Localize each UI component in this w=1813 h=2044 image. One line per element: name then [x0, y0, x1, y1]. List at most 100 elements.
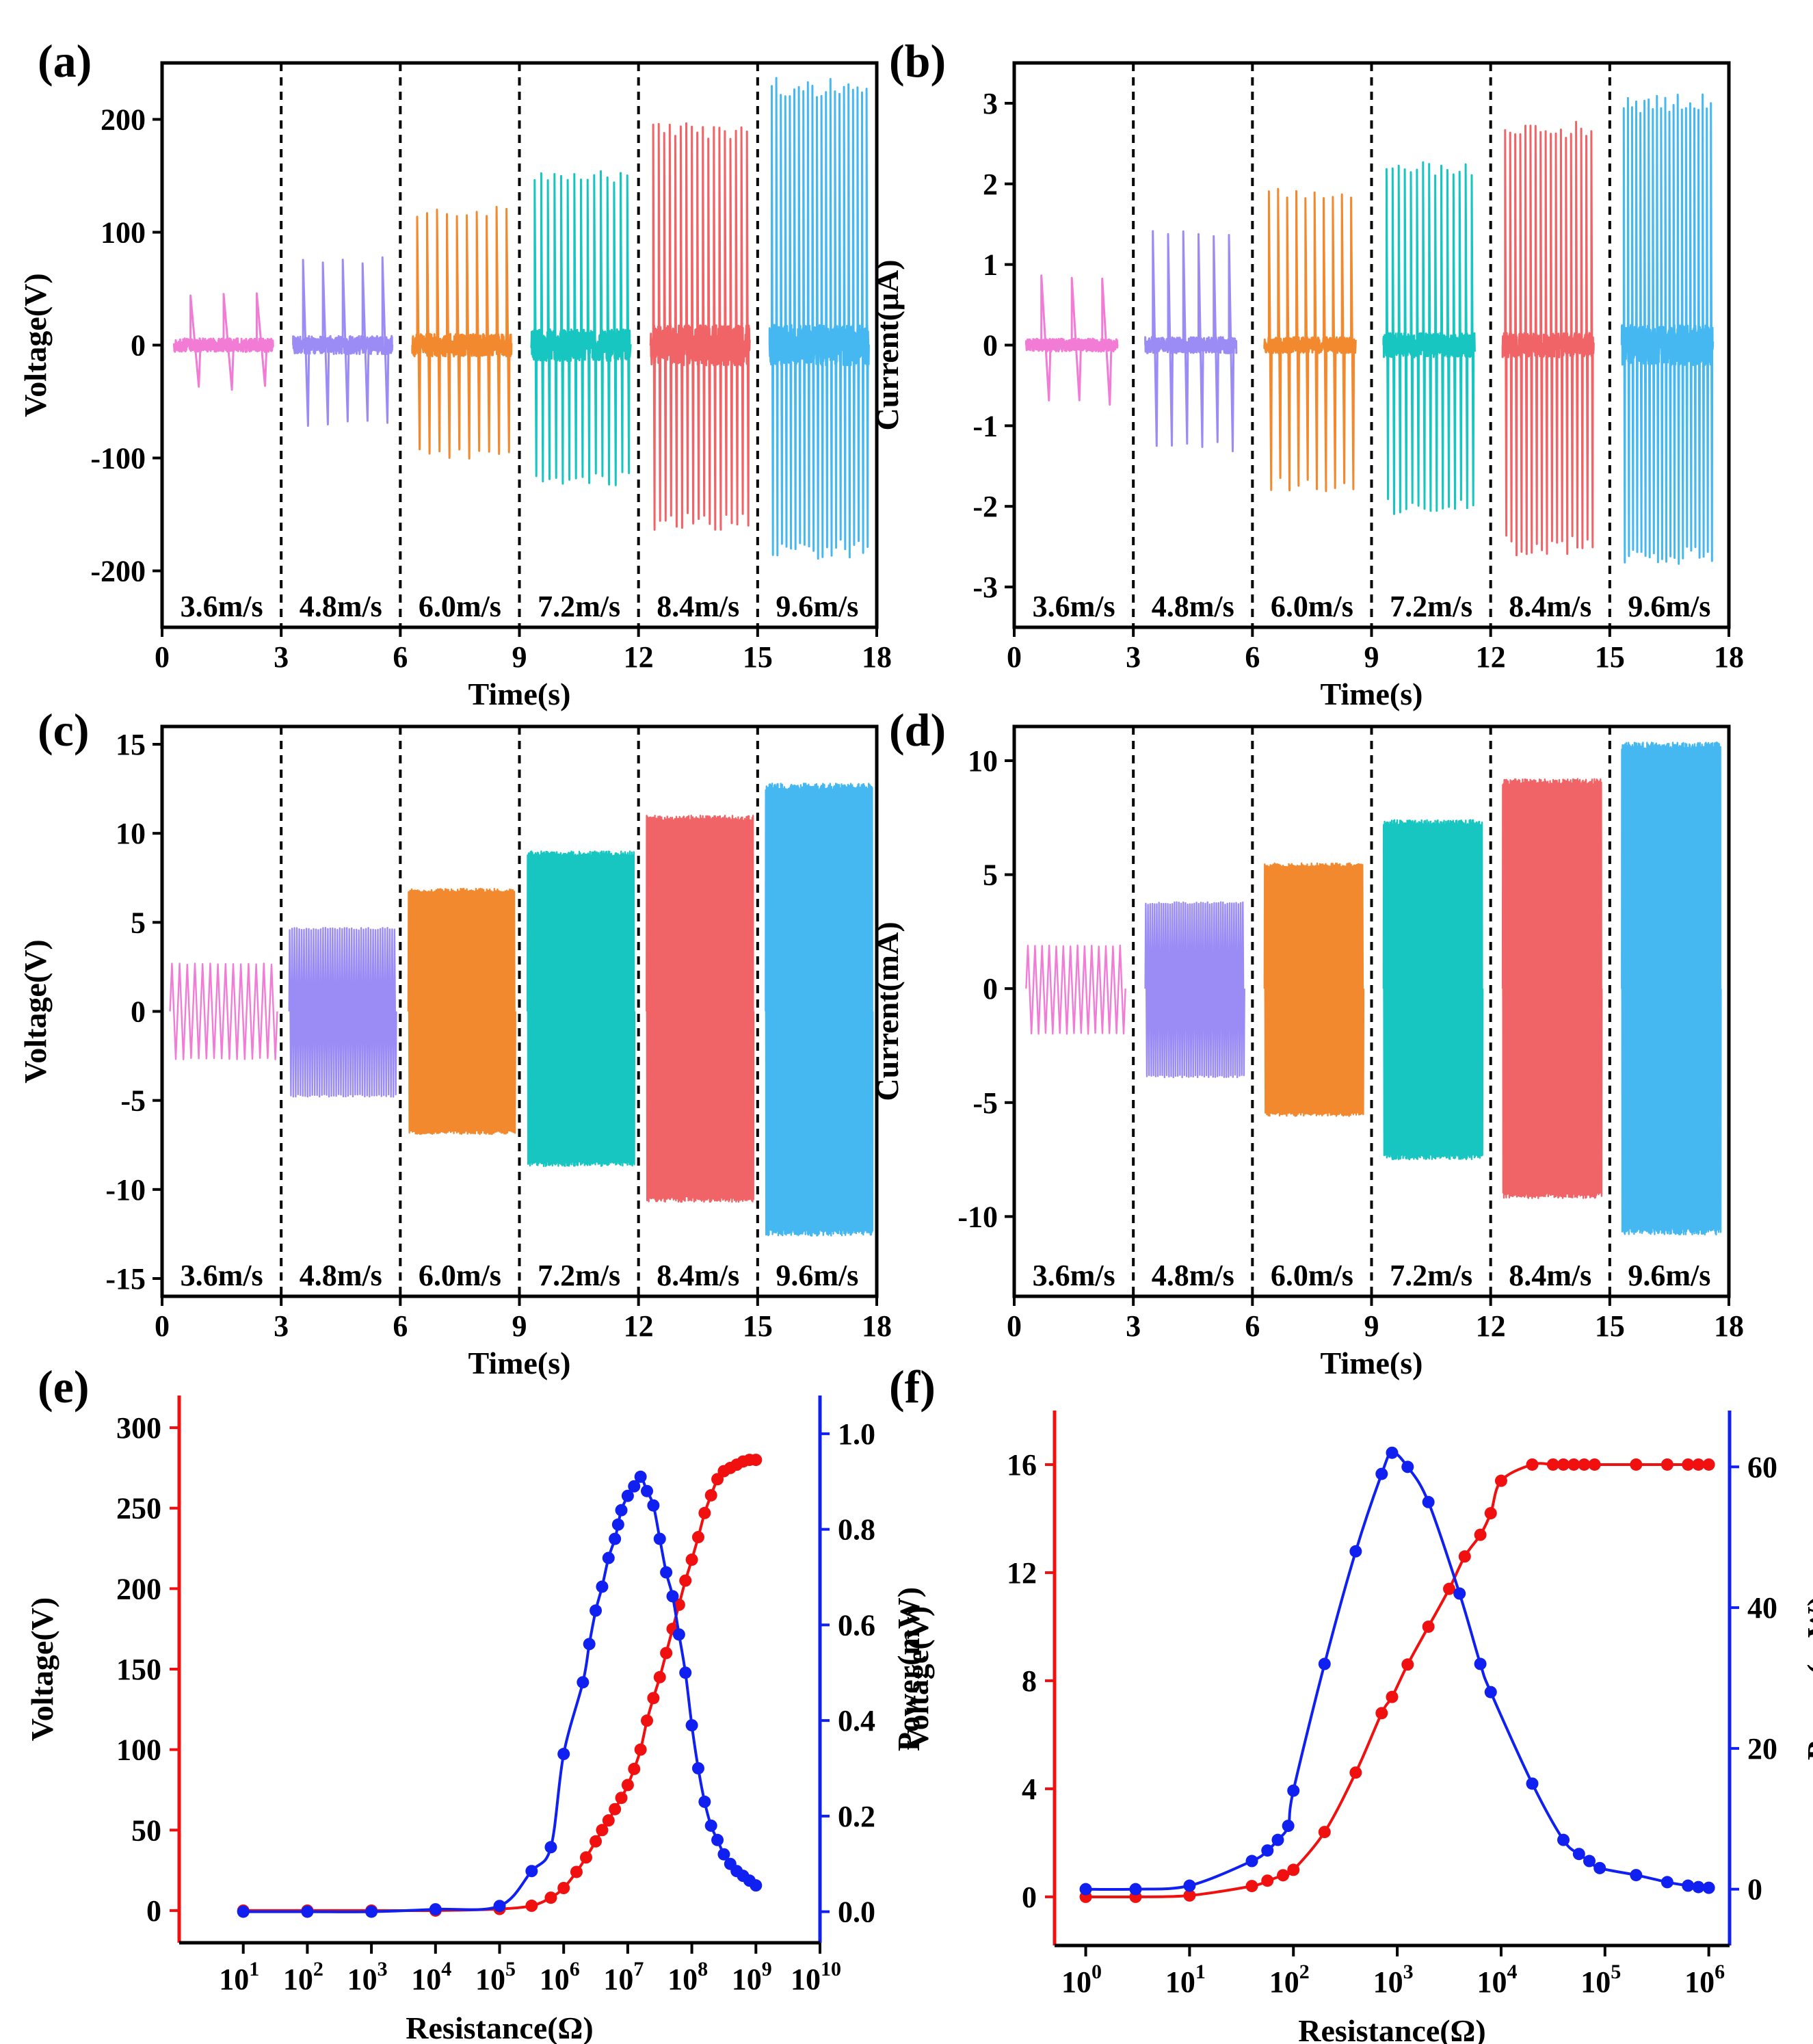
y-tick-label-a-1: -100 — [90, 442, 146, 475]
x-axis-title-e: Resistance(Ω) — [406, 2010, 593, 2044]
y-tick-label-b-6: 3 — [983, 87, 998, 120]
y-tick-label-c-6: 15 — [116, 728, 146, 761]
point-f-power-24 — [1660, 1876, 1673, 1889]
point-e-power-17 — [621, 1489, 634, 1502]
signal-series-c-1 — [169, 962, 278, 1060]
point-f-power-10 — [1349, 1545, 1362, 1558]
y-left-tick-label-f-4: 16 — [1007, 1448, 1037, 1482]
x-tick-label-e-7: 108 — [667, 1958, 708, 1996]
chart-e: (e) 101 102 103 104 105 106 107 108 109 1010 0 50 100… — [25, 1361, 926, 2044]
point-f-power-16 — [1474, 1658, 1487, 1670]
point-e-voltage-25 — [679, 1574, 692, 1587]
point-f-voltage-3 — [1183, 1889, 1196, 1902]
y-right-tick-label-e-3: 0.6 — [838, 1608, 875, 1642]
x-tick-label-c-2: 6 — [393, 1309, 408, 1343]
y-right-tick-label-f-2: 40 — [1747, 1591, 1777, 1625]
y-tick-label-b-5: 2 — [983, 168, 998, 201]
y-tick-label-c-0: -15 — [105, 1262, 146, 1296]
y-tick-label-a-0: -200 — [90, 555, 146, 588]
y-right-tick-label-e-4: 0.8 — [838, 1513, 875, 1547]
y-left-tick-label-f-0: 0 — [1022, 1881, 1037, 1914]
y-right-title-e: Power(mW) — [891, 1587, 926, 1751]
point-f-power-8 — [1287, 1784, 1300, 1797]
point-e-power-32 — [717, 1848, 730, 1861]
y-tick-label-d-3: 5 — [983, 859, 998, 892]
speed-label-a-5: 8.4m/s — [657, 590, 739, 623]
x-tick-label-a-5: 15 — [743, 640, 773, 674]
point-e-voltage-17 — [628, 1762, 641, 1775]
point-f-power-23 — [1630, 1869, 1643, 1882]
point-f-power-2 — [1129, 1883, 1142, 1896]
x-tick-label-d-5: 15 — [1595, 1309, 1625, 1343]
y-tick-label-b-0: -3 — [972, 571, 998, 604]
signal-series-a-2 — [292, 256, 394, 427]
point-e-power-5 — [493, 1900, 506, 1913]
signal-series-c-2 — [288, 927, 397, 1098]
signal-series-c-3 — [407, 887, 516, 1136]
point-e-voltage-12 — [596, 1824, 609, 1837]
y-tick-label-c-2: -5 — [120, 1084, 146, 1118]
panel-label-d: (d) — [889, 704, 946, 756]
point-e-power-25 — [672, 1628, 685, 1641]
x-tick-label-b-4: 12 — [1476, 640, 1506, 674]
point-e-power-30 — [704, 1819, 717, 1832]
y-left-tick-label-e-4: 200 — [116, 1572, 161, 1606]
x-tick-label-d-1: 3 — [1126, 1309, 1141, 1343]
point-e-voltage-21 — [653, 1670, 666, 1683]
point-f-voltage-27 — [1682, 1458, 1695, 1471]
y-tick-label-d-4: 10 — [968, 744, 998, 778]
y-tick-label-b-2: -1 — [972, 409, 998, 443]
x-axis-title-b: Time(s) — [1321, 677, 1423, 711]
point-f-voltage-14 — [1443, 1582, 1456, 1595]
signal-series-c-4 — [526, 850, 636, 1167]
y-right-tick-label-e-1: 0.2 — [838, 1800, 875, 1833]
speed-label-b-6: 9.6m/s — [1628, 590, 1710, 623]
point-e-voltage-10 — [579, 1851, 592, 1864]
x-tick-label-e-9: 1010 — [791, 1958, 841, 1996]
y-left-tick-label-e-2: 100 — [116, 1733, 161, 1767]
x-tick-label-e-6: 107 — [603, 1958, 644, 1996]
speed-label-c-1: 3.6m/s — [181, 1259, 263, 1292]
speed-label-a-6: 9.6m/s — [776, 590, 858, 623]
y-right-tick-label-f-3: 60 — [1747, 1450, 1777, 1484]
y-axis-title-c: Voltage(V) — [18, 939, 53, 1083]
x-tick-label-b-1: 3 — [1126, 640, 1141, 674]
y-left-tick-label-e-3: 150 — [116, 1653, 161, 1686]
point-e-power-3 — [365, 1905, 378, 1918]
panel-label-f: (f) — [889, 1361, 936, 1413]
point-e-power-28 — [691, 1761, 704, 1774]
point-f-power-14 — [1422, 1495, 1435, 1508]
x-tick-label-d-2: 6 — [1245, 1309, 1260, 1343]
point-f-power-7 — [1282, 1820, 1295, 1833]
speed-label-b-5: 8.4m/s — [1509, 590, 1591, 623]
point-e-power-6 — [525, 1865, 538, 1878]
x-tick-label-a-2: 6 — [393, 640, 408, 674]
point-f-power-26 — [1692, 1881, 1705, 1894]
point-f-voltage-28 — [1692, 1458, 1705, 1471]
y-tick-label-c-1: -10 — [105, 1173, 146, 1207]
point-e-power-37 — [750, 1879, 763, 1892]
speed-label-d-2: 4.8m/s — [1152, 1259, 1234, 1292]
point-f-voltage-8 — [1318, 1826, 1331, 1839]
y-tick-label-a-2: 0 — [131, 329, 146, 363]
signal-series-a-5 — [649, 122, 751, 531]
speed-label-a-4: 7.2m/s — [538, 590, 620, 623]
point-f-power-22 — [1593, 1861, 1606, 1874]
point-e-power-24 — [666, 1590, 679, 1603]
point-f-voltage-11 — [1386, 1690, 1399, 1703]
point-e-voltage-28 — [698, 1506, 711, 1519]
point-e-power-27 — [685, 1719, 698, 1732]
y-tick-label-a-3: 100 — [101, 216, 146, 250]
y-tick-label-b-1: -2 — [972, 490, 998, 523]
x-tick-label-d-0: 0 — [1007, 1309, 1022, 1343]
x-tick-label-d-6: 18 — [1714, 1309, 1744, 1343]
x-tick-label-a-3: 9 — [512, 640, 527, 674]
point-e-power-9 — [577, 1676, 590, 1689]
point-f-voltage-10 — [1375, 1707, 1388, 1720]
x-tick-label-a-0: 0 — [155, 640, 170, 674]
x-tick-label-f-2: 102 — [1269, 1961, 1310, 1999]
point-f-voltage-17 — [1484, 1507, 1497, 1520]
speed-label-b-1: 3.6m/s — [1033, 590, 1115, 623]
speed-label-c-4: 7.2m/s — [538, 1259, 620, 1292]
x-tick-label-c-4: 12 — [624, 1309, 654, 1343]
